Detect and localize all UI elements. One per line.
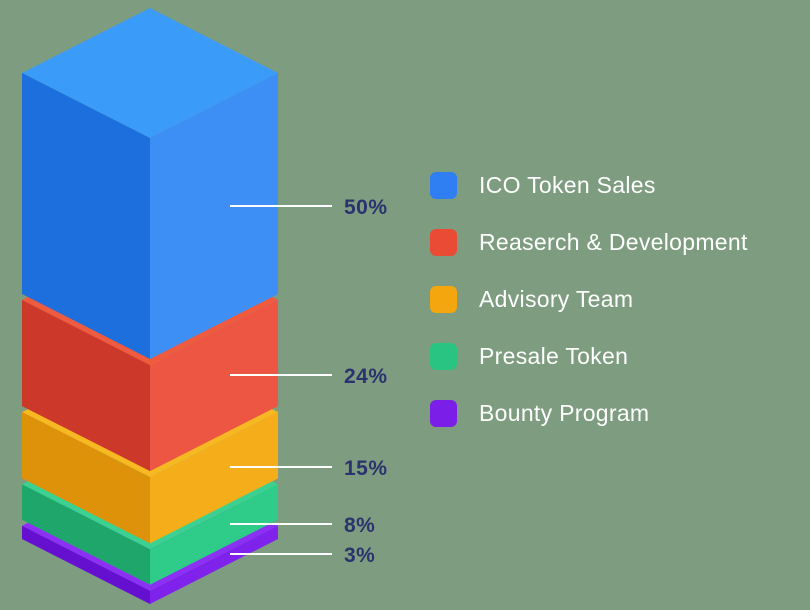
legend-swatch-blue-icon xyxy=(430,172,457,199)
legend-swatch-purple-icon xyxy=(430,400,457,427)
legend-item-research-development: Reaserch & Development xyxy=(430,229,748,256)
legend-item-bounty-program: Bounty Program xyxy=(430,400,748,427)
legend-item-presale-token: Presale Token xyxy=(430,343,748,370)
segment-green-right-face xyxy=(150,484,278,585)
segment-blue-right-face xyxy=(150,73,278,359)
legend-label-advisory-team: Advisory Team xyxy=(479,286,634,312)
segment-purple-left-face xyxy=(22,525,150,604)
legend-label-ico-token-sales: ICO Token Sales xyxy=(479,172,656,198)
legend-item-ico-token-sales: ICO Token Sales xyxy=(430,172,748,199)
segment-blue-left-face xyxy=(22,73,150,359)
value-label-blue: 50% xyxy=(344,196,388,219)
value-label-purple: 3% xyxy=(344,544,375,567)
legend-swatch-red-icon xyxy=(430,229,457,256)
value-label-orange: 15% xyxy=(344,457,388,480)
legend-item-advisory-team: Advisory Team xyxy=(430,286,748,313)
value-label-green: 8% xyxy=(344,514,375,537)
segment-purple-right-face xyxy=(150,525,278,604)
segment-orange-right-face xyxy=(150,412,278,544)
value-label-red: 24% xyxy=(344,365,388,388)
segment-green-left-face xyxy=(22,484,150,585)
legend-label-bounty-program: Bounty Program xyxy=(479,400,650,426)
segment-red-right-face xyxy=(150,300,278,472)
legend-label-research-development: Reaserch & Development xyxy=(479,229,748,255)
segment-red-left-face xyxy=(22,300,150,472)
legend: ICO Token Sales Reaserch & Development A… xyxy=(430,172,748,427)
legend-label-presale-token: Presale Token xyxy=(479,343,629,369)
legend-swatch-green-icon xyxy=(430,343,457,370)
segment-orange-left-face xyxy=(22,412,150,544)
legend-swatch-orange-icon xyxy=(430,286,457,313)
